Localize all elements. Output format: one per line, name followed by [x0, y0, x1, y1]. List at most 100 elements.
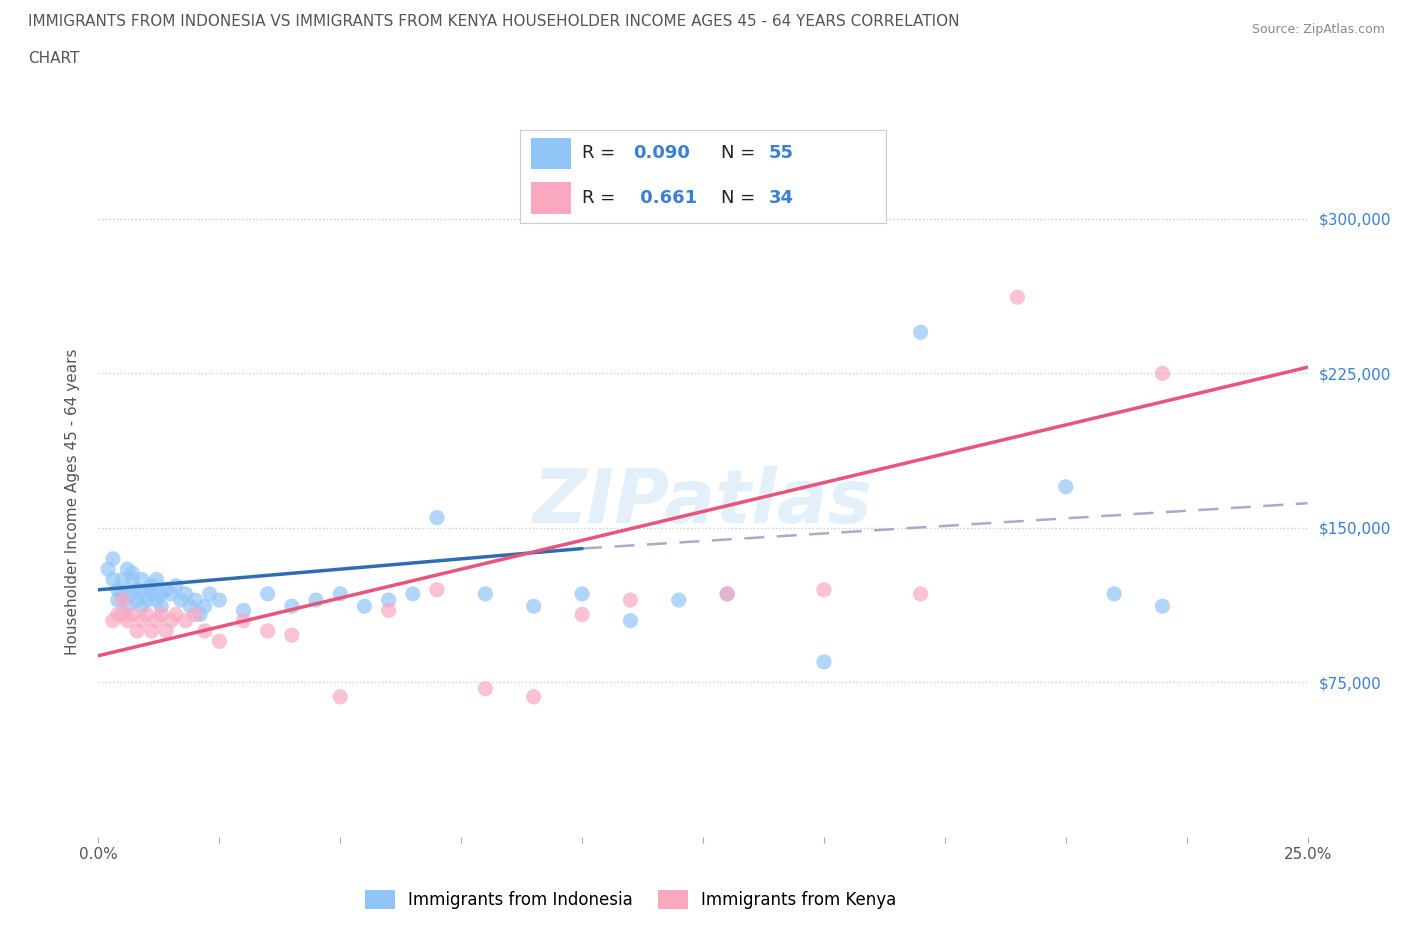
Point [329, 689, 352, 704]
Point [117, 599, 139, 614]
Point [131, 572, 153, 587]
Point [329, 587, 352, 602]
Point [813, 582, 835, 597]
Text: CHART: CHART [28, 51, 80, 66]
Point [571, 607, 593, 622]
Point [127, 582, 149, 597]
Point [169, 592, 191, 607]
Point [111, 572, 134, 587]
Point [353, 599, 375, 614]
Point [281, 628, 304, 643]
Point [145, 572, 167, 587]
Point [402, 587, 425, 602]
Point [1152, 599, 1174, 614]
Text: N =: N = [721, 189, 761, 207]
Point [155, 623, 177, 638]
Text: 55: 55 [769, 144, 794, 163]
Text: 0.090: 0.090 [634, 144, 690, 163]
Bar [531, 138, 571, 169]
Point [111, 592, 134, 607]
Point [165, 578, 187, 593]
Point [135, 582, 157, 597]
Point [117, 613, 139, 628]
Point [619, 613, 641, 628]
Point [910, 587, 932, 602]
Point [208, 592, 231, 607]
Point [1102, 587, 1125, 602]
Point [174, 587, 197, 602]
Point [305, 592, 328, 607]
Point [150, 599, 173, 614]
Point [155, 582, 177, 597]
Text: 0.661: 0.661 [634, 189, 696, 207]
Bar [531, 182, 571, 214]
Point [179, 599, 201, 614]
Point [131, 599, 153, 614]
Point [141, 578, 163, 593]
Point [194, 623, 217, 638]
Point [135, 592, 157, 607]
Point [194, 599, 217, 614]
Text: ZIPatlas: ZIPatlas [533, 466, 873, 538]
Point [523, 599, 546, 614]
Legend: Immigrants from Indonesia, Immigrants from Kenya: Immigrants from Indonesia, Immigrants fr… [359, 884, 903, 916]
Point [131, 613, 153, 628]
Point [198, 587, 221, 602]
Point [150, 607, 173, 622]
Point [232, 613, 254, 628]
Point [165, 607, 187, 622]
Point [135, 607, 157, 622]
Point [150, 587, 173, 602]
Point [910, 325, 932, 339]
Point [1152, 366, 1174, 381]
Point [813, 655, 835, 670]
Y-axis label: Householder Income Ages 45 - 64 years: Householder Income Ages 45 - 64 years [65, 349, 80, 656]
Point [208, 634, 231, 649]
Text: 34: 34 [769, 189, 794, 207]
Point [174, 613, 197, 628]
Point [127, 623, 149, 638]
Point [121, 587, 143, 602]
Point [101, 551, 124, 566]
Point [474, 681, 496, 696]
Point [184, 607, 207, 622]
Point [188, 607, 211, 622]
Point [145, 592, 167, 607]
Point [160, 587, 183, 602]
Point [281, 599, 304, 614]
Point [121, 607, 143, 622]
Point [160, 613, 183, 628]
Point [145, 613, 167, 628]
Point [107, 582, 129, 597]
Point [1007, 290, 1029, 305]
Point [716, 587, 738, 602]
Point [141, 623, 163, 638]
Text: R =: R = [582, 144, 621, 163]
Point [474, 587, 496, 602]
Text: Source: ZipAtlas.com: Source: ZipAtlas.com [1251, 23, 1385, 36]
Point [523, 689, 546, 704]
Point [256, 587, 278, 602]
Point [256, 623, 278, 638]
Point [121, 572, 143, 587]
Text: R =: R = [582, 189, 621, 207]
Point [619, 592, 641, 607]
Point [111, 587, 134, 602]
Point [117, 562, 139, 577]
Point [101, 572, 124, 587]
Point [377, 592, 399, 607]
Point [668, 592, 690, 607]
Point [426, 582, 449, 597]
Point [107, 592, 129, 607]
Point [232, 603, 254, 618]
Text: IMMIGRANTS FROM INDONESIA VS IMMIGRANTS FROM KENYA HOUSEHOLDER INCOME AGES 45 - : IMMIGRANTS FROM INDONESIA VS IMMIGRANTS … [28, 14, 960, 29]
Point [377, 603, 399, 618]
Point [141, 587, 163, 602]
Point [107, 607, 129, 622]
Point [111, 607, 134, 622]
Point [716, 587, 738, 602]
Point [184, 592, 207, 607]
Point [426, 511, 449, 525]
Text: N =: N = [721, 144, 761, 163]
Point [121, 565, 143, 580]
